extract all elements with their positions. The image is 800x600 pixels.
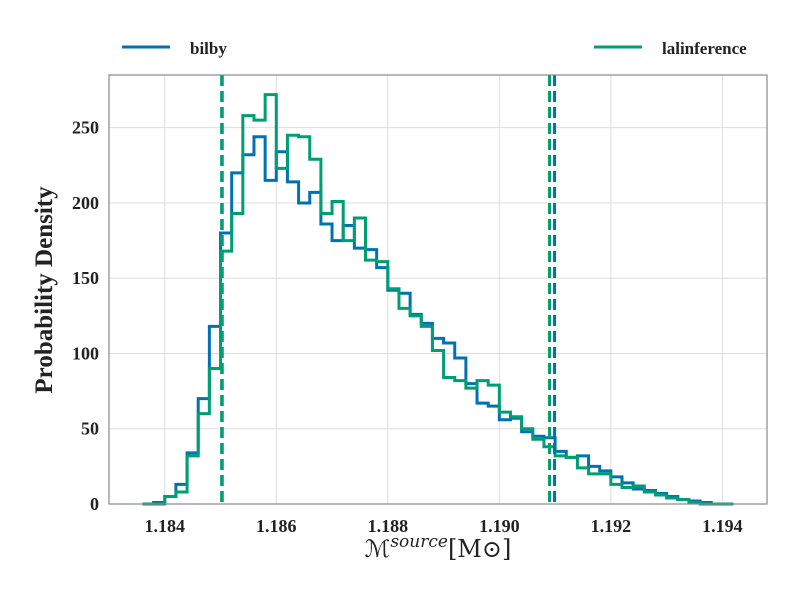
y-tick-label: 0 <box>90 494 99 514</box>
legend-label: lalinference <box>662 39 747 58</box>
x-tick-label: 1.194 <box>702 516 743 536</box>
plot-frame <box>108 74 768 505</box>
legend-entry-lalinference: lalinference <box>594 39 747 58</box>
credible-interval-lines <box>220 75 557 504</box>
y-tick-label: 100 <box>72 343 99 363</box>
x-axis-label-symbol: ℳ <box>365 535 391 563</box>
series-layer <box>142 93 734 506</box>
histogram-lalinference <box>142 93 734 506</box>
x-tick-labels: 1.184 1.186 1.188 1.190 1.192 1.194 <box>145 516 743 536</box>
x-axis-label-unit: [M⊙] <box>448 535 511 563</box>
y-axis-label: Probability Density <box>31 186 58 394</box>
y-tick-labels: 0 50 100 150 200 250 <box>72 118 99 514</box>
x-tick-label: 1.190 <box>479 516 520 536</box>
x-tick-label: 1.184 <box>145 516 186 536</box>
x-tick-label: 1.186 <box>256 516 297 536</box>
histogram-bilby <box>142 135 734 506</box>
y-tick-label: 200 <box>72 193 99 213</box>
x-tick-label: 1.192 <box>591 516 632 536</box>
y-tick-label: 50 <box>81 419 99 439</box>
legend: bilby lalinference <box>122 39 747 58</box>
legend-entry-bilby: bilby <box>122 39 227 58</box>
x-axis-label: ℳsource[M⊙] <box>365 532 512 563</box>
y-tick-label: 150 <box>72 268 99 288</box>
y-tick-label: 250 <box>72 118 99 138</box>
grid <box>109 75 767 505</box>
legend-label: bilby <box>190 39 227 58</box>
x-axis-label-superscript: source <box>390 532 448 552</box>
x-tick-label: 1.188 <box>368 516 409 536</box>
